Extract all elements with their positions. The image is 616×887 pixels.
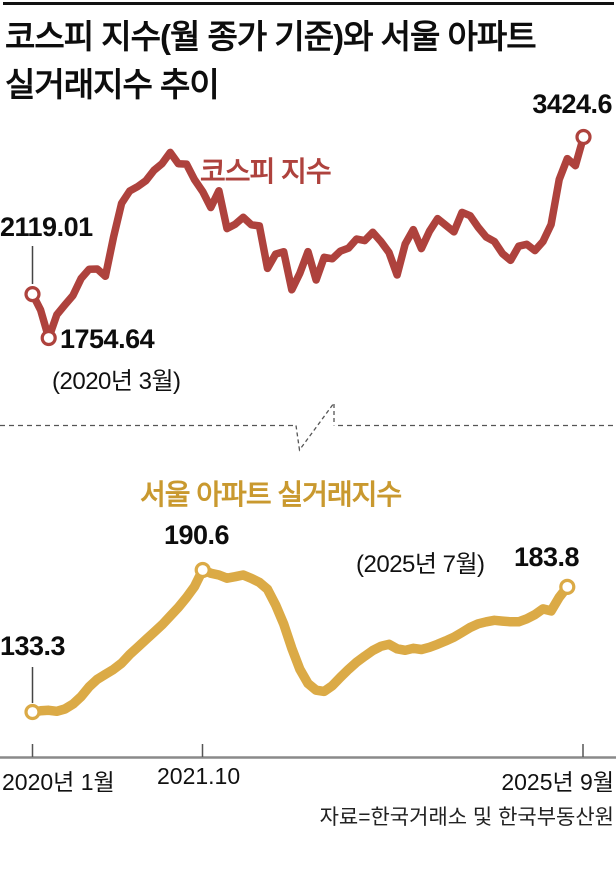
kospi-series-label: 코스피 지수 xyxy=(200,156,332,187)
apartment-line xyxy=(24,561,576,721)
apt-series-path xyxy=(27,565,573,717)
apartment-end-date-label: (2025년 7월) xyxy=(356,551,485,578)
kospi-line xyxy=(24,128,592,347)
top-rule xyxy=(3,2,614,5)
x-axis-label-2025-09: 2025년 9월 xyxy=(501,769,614,795)
kospi-low-value-label: 1754.64 xyxy=(60,324,155,354)
page-title-line1: 코스피 지수(월 종가 기준)와 서울 아파트 xyxy=(5,18,537,55)
apt-series-marker xyxy=(194,561,211,579)
page-title-line2: 실거래지수 추이 xyxy=(5,66,220,103)
section-divider-dashed xyxy=(0,401,616,452)
apartment-start-value-label: 133.3 xyxy=(0,631,66,661)
kospi-series-marker xyxy=(24,286,41,303)
kospi-low-date-label: (2020년 3월) xyxy=(52,368,181,395)
apartment-end-value-label: 183.8 xyxy=(514,542,580,572)
x-axis-label-2020-01: 2020년 1월 xyxy=(2,769,115,795)
kospi-start-value-label: 2119.01 xyxy=(0,212,93,242)
x-axis xyxy=(0,744,616,759)
source-credit: 자료=한국거래소 및 한국부동산원 xyxy=(319,806,614,829)
apt-series-marker xyxy=(559,578,576,596)
kospi-end-value-label: 3424.6 xyxy=(532,89,612,119)
kospi-series-path xyxy=(28,133,588,342)
apt-series-marker xyxy=(24,703,41,721)
apartment-peak-value-label: 190.6 xyxy=(164,520,230,550)
kospi-series-marker xyxy=(40,329,57,347)
kospi-series-marker xyxy=(575,128,592,146)
apartment-series-label: 서울 아파트 실거래지수 xyxy=(140,479,402,510)
x-axis-label-2021-10: 2021.10 xyxy=(157,763,241,789)
